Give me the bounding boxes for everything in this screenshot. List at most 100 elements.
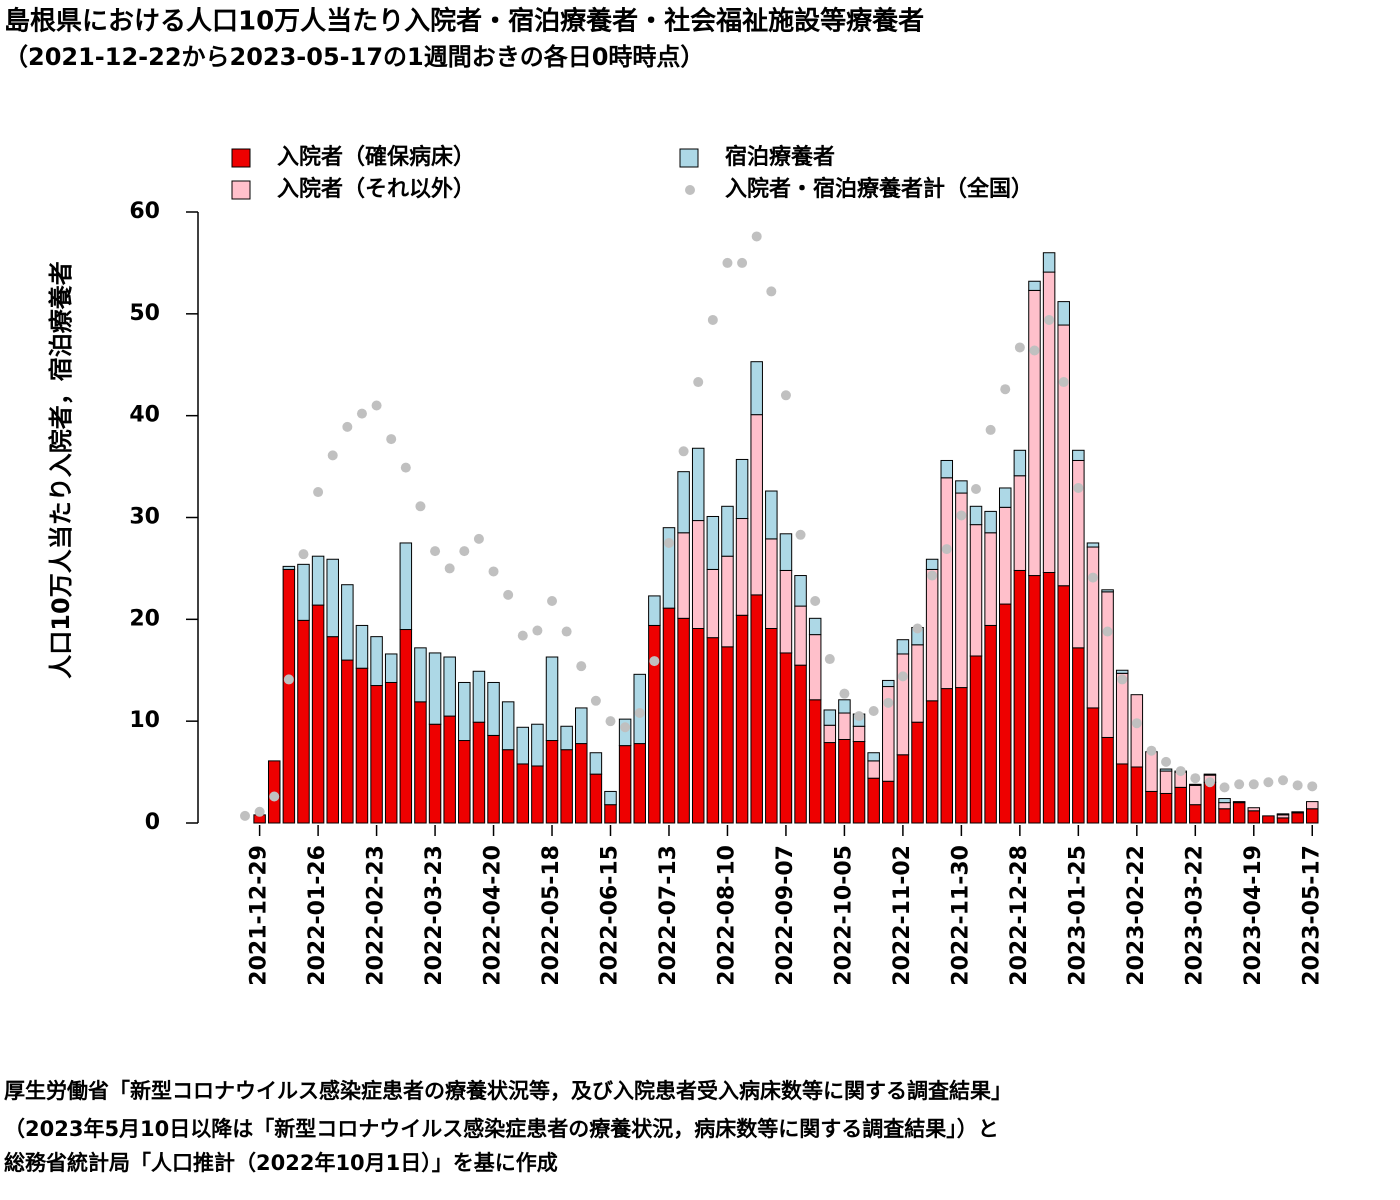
bar-segment — [706, 515, 720, 570]
point — [1073, 482, 1084, 493]
bar-segment — [838, 699, 851, 714]
bar-segment — [516, 763, 530, 824]
bar-segment — [1042, 252, 1056, 273]
bar-segment — [575, 743, 588, 824]
bar-segment — [1115, 672, 1129, 765]
x-tick-label: 2023-02-22 — [1124, 845, 1149, 986]
bar-segment — [428, 652, 442, 725]
point — [1204, 777, 1215, 788]
bar-segment — [940, 459, 954, 479]
point — [971, 483, 981, 494]
bar-segment — [355, 667, 369, 824]
point — [488, 566, 499, 577]
bar-segment — [311, 604, 325, 824]
point — [766, 286, 777, 297]
point — [854, 711, 865, 722]
bar-segment — [721, 505, 734, 557]
bar-segment — [326, 558, 339, 638]
bar-segment — [1232, 802, 1246, 824]
bar-segment — [1115, 669, 1129, 674]
bar-segment — [706, 637, 720, 824]
point — [1175, 766, 1186, 777]
bar-segment — [852, 741, 866, 824]
x-tick-label: 2023-04-19 — [1241, 845, 1266, 986]
x-tick-label: 2023-05-17 — [1299, 845, 1324, 986]
bar-segment — [998, 487, 1012, 508]
bar-segment — [925, 568, 939, 702]
point — [1146, 745, 1157, 756]
bar-segment — [1262, 815, 1275, 824]
bar-segment — [706, 568, 720, 639]
source-line: 厚生労働省「新型コロナウイルス感染症患者の療養状況等，及び入院患者受入病床数等に… — [4, 1079, 1012, 1103]
point — [356, 408, 367, 419]
chart-subtitle: （2021-12-22から2023-05-17の1週間おきの各日0時時点） — [4, 43, 704, 71]
bar-segment — [925, 558, 939, 570]
bar-segment — [1028, 575, 1041, 824]
bar-segment — [838, 712, 851, 740]
point — [371, 400, 382, 411]
bar-segment — [662, 527, 676, 609]
x-tick-label: 2022-11-30 — [948, 845, 973, 986]
bar-segment — [1086, 546, 1100, 709]
bar-segment — [998, 506, 1012, 605]
point — [1087, 572, 1098, 583]
point — [1248, 779, 1259, 790]
bar-segment — [969, 655, 983, 824]
point — [503, 589, 514, 600]
legend-label: 入院者・宿泊療養者計（全国） — [725, 176, 1033, 202]
bar-segment — [560, 725, 573, 751]
bar-segment — [750, 361, 763, 416]
bar-segment — [882, 780, 895, 824]
bar-segment — [779, 652, 793, 824]
point — [561, 626, 572, 637]
bar-segment — [852, 725, 866, 743]
bar-segment — [955, 480, 968, 494]
bar-segment — [1174, 786, 1187, 824]
bar-segment — [911, 721, 924, 824]
x-tick-label: 2022-03-23 — [422, 845, 447, 986]
bar-segment — [487, 734, 500, 824]
point — [283, 674, 294, 685]
bar-segment — [589, 752, 603, 775]
bar-segment — [1159, 768, 1173, 772]
bar-segment — [428, 723, 442, 824]
legend-marker — [231, 180, 251, 200]
bar-segment — [531, 723, 544, 767]
bar-segment — [399, 629, 413, 824]
bar-segment — [794, 664, 807, 824]
bar-segment — [604, 804, 617, 824]
bar-segment — [1306, 808, 1319, 824]
bar-segment — [1086, 542, 1100, 548]
bar-segment — [443, 656, 456, 717]
bar-segment — [896, 653, 910, 756]
point — [269, 791, 280, 802]
bar-segment — [458, 740, 471, 824]
x-tick-label: 2022-11-02 — [890, 845, 915, 986]
bar-segment — [282, 565, 296, 570]
point — [1219, 782, 1230, 793]
legend-label: 入院者（それ以外） — [277, 176, 475, 202]
bar-segment — [487, 681, 500, 736]
bar-segment — [370, 685, 383, 824]
bar-segment — [1218, 808, 1231, 824]
bar-segment — [370, 636, 383, 687]
bar-segment — [545, 656, 559, 742]
point — [1014, 342, 1025, 353]
y-axis-label: 人口10万人当たり入院者，宿泊療養者 — [47, 261, 75, 678]
bar-segment — [808, 634, 822, 701]
bar-segment — [1115, 763, 1129, 824]
x-tick-label: 2023-03-22 — [1182, 845, 1207, 986]
bar-segment — [1218, 798, 1231, 804]
point — [824, 654, 835, 665]
bar-segment — [618, 718, 632, 747]
bar-segment — [341, 584, 354, 661]
bar-segment — [1072, 449, 1085, 461]
bar-segment — [516, 726, 530, 765]
point — [1307, 781, 1318, 792]
bar-segment — [779, 569, 793, 654]
y-tick-label: 50 — [129, 301, 160, 326]
bar-segment — [955, 687, 968, 824]
bar-segment — [1057, 585, 1070, 824]
point — [400, 462, 411, 473]
point — [912, 623, 923, 634]
